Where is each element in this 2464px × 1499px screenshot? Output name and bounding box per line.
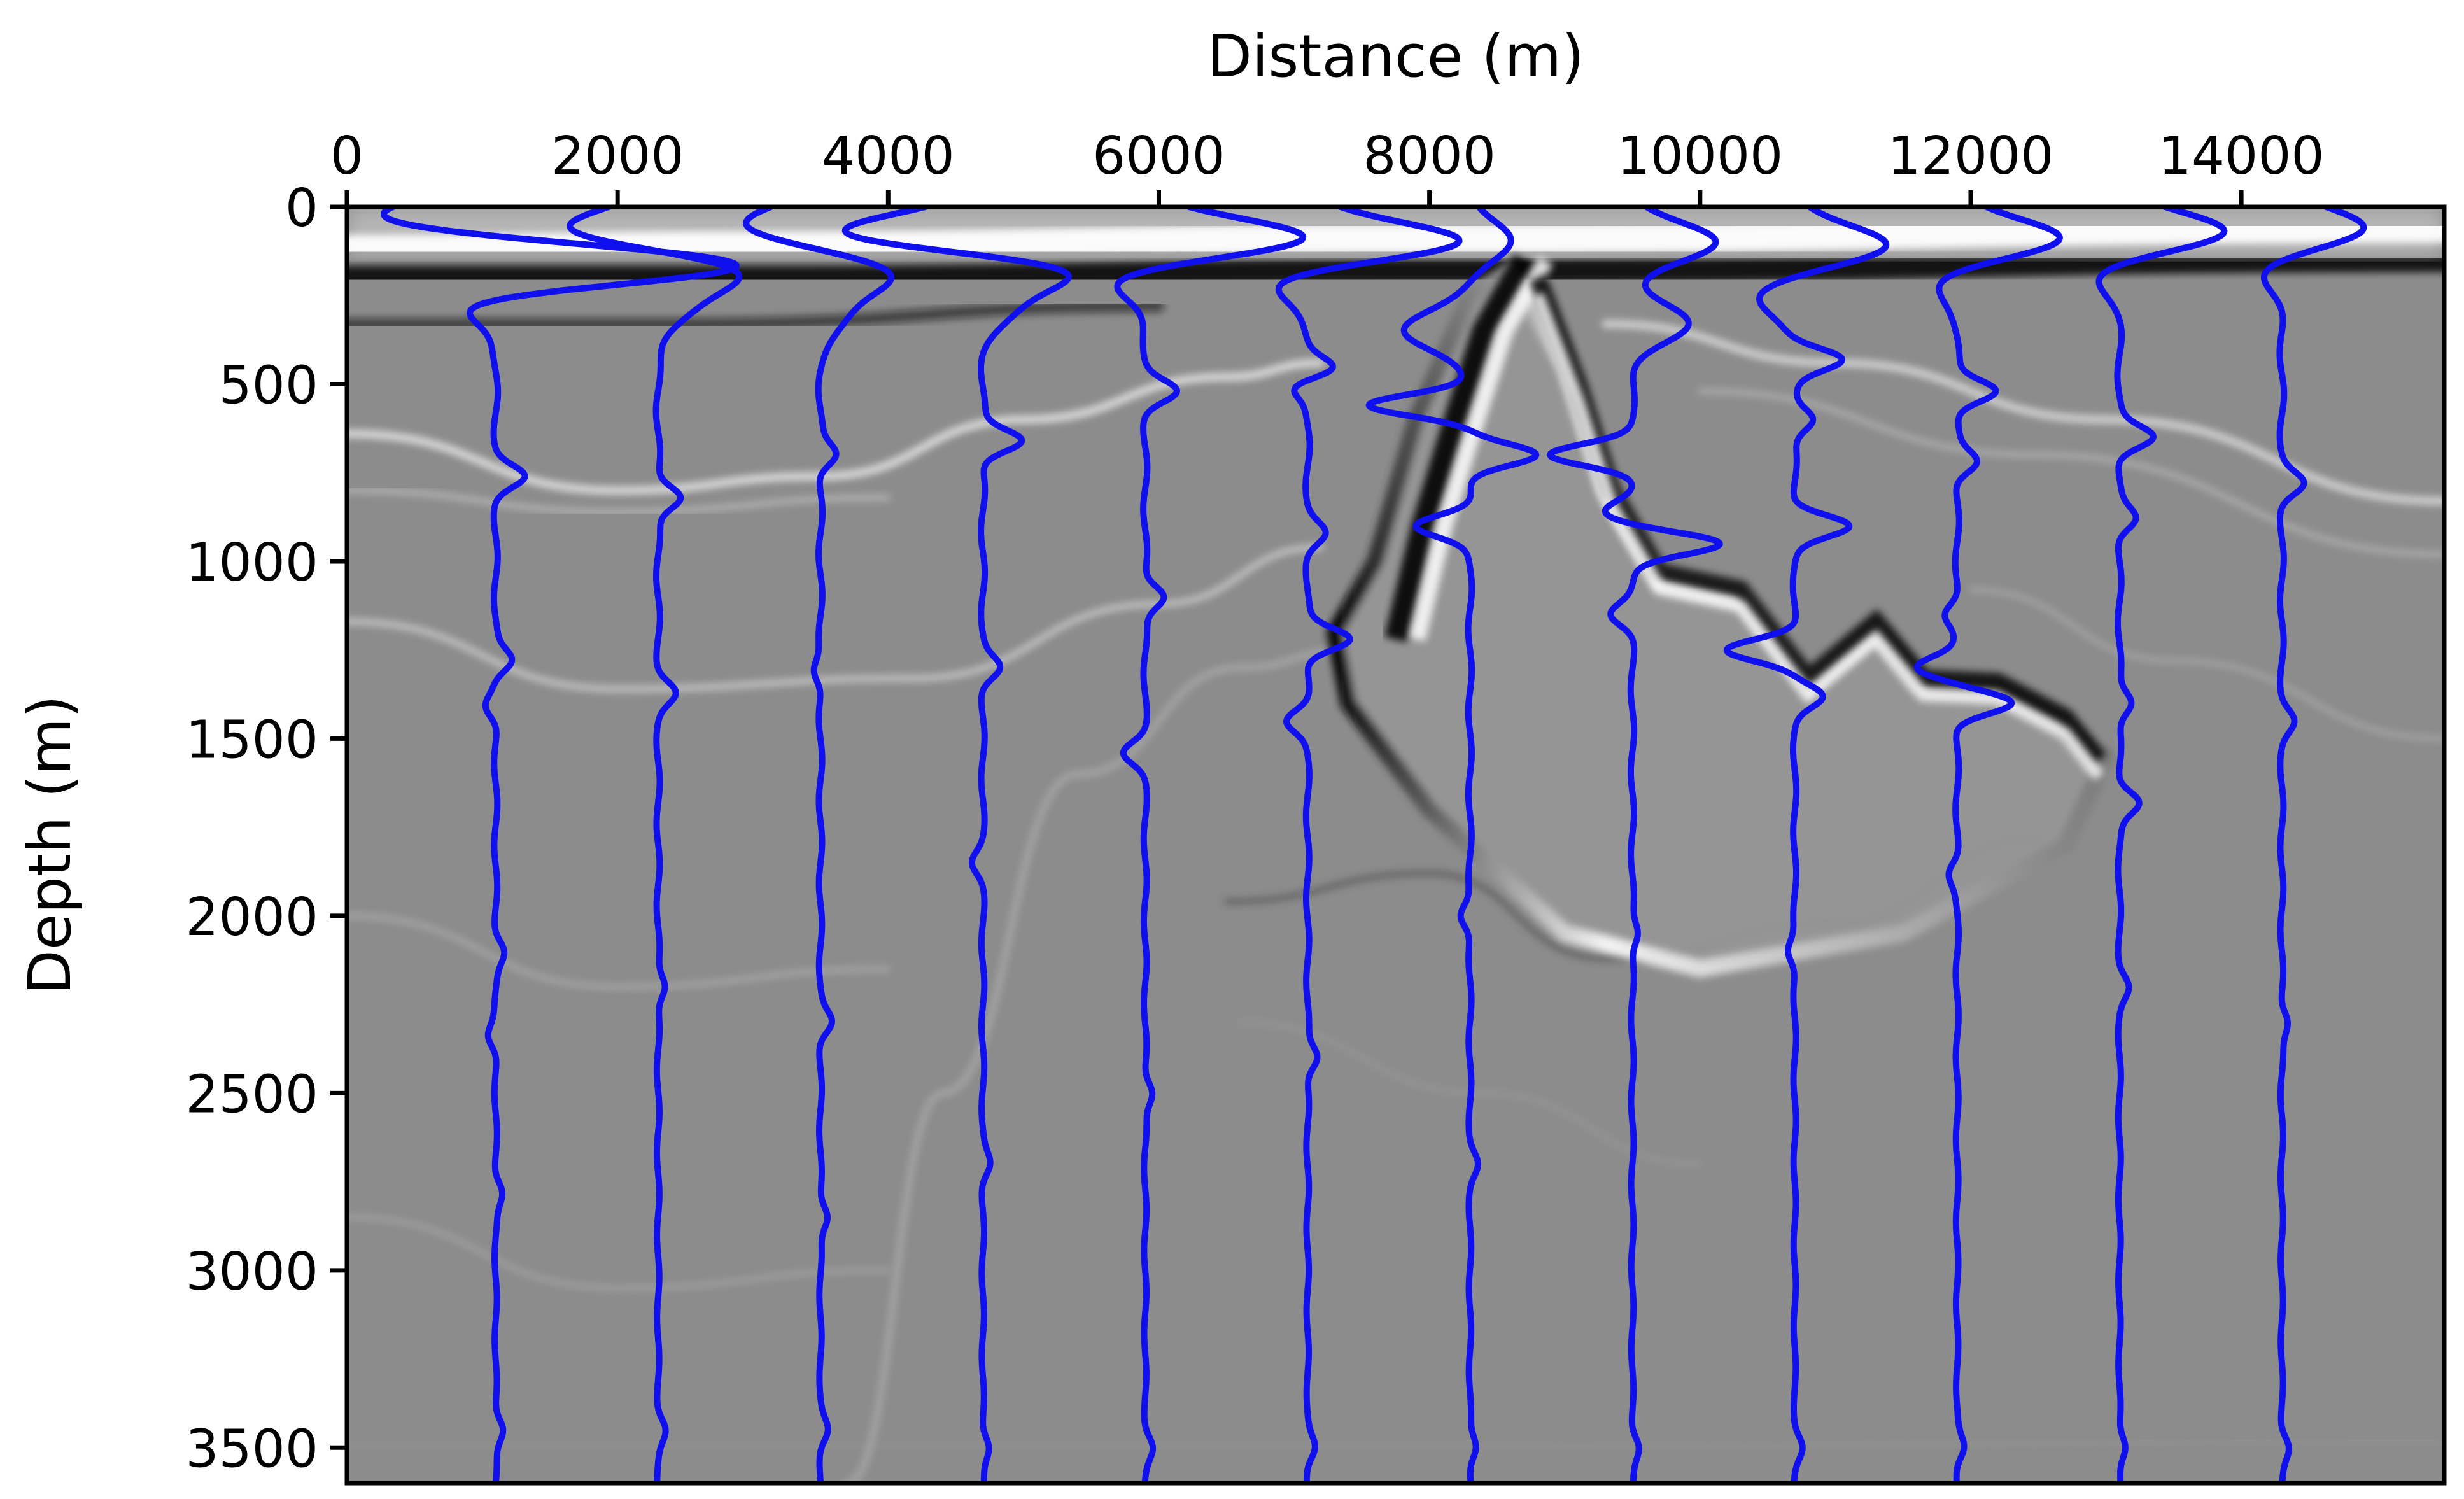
y-tick-label: 2500 xyxy=(185,1064,318,1125)
reflector xyxy=(844,647,1352,1483)
reflector xyxy=(347,248,2444,290)
y-tick-label: 1000 xyxy=(185,533,318,593)
y-tick-label: 2000 xyxy=(185,887,318,948)
y-tick-label: 3500 xyxy=(185,1419,318,1479)
salt-flank-left-bright xyxy=(1409,256,1553,642)
reflector xyxy=(347,488,891,515)
y-axis-title: Depth (m) xyxy=(16,695,84,995)
x-tick-label: 4000 xyxy=(822,126,955,186)
y-tick-label: 0 xyxy=(285,178,318,239)
y-tick-label: 500 xyxy=(218,355,318,416)
seismic-image xyxy=(347,207,2444,1483)
reflector xyxy=(347,359,1325,495)
x-tick-label: 6000 xyxy=(1092,126,1225,186)
reflector xyxy=(1969,588,2444,741)
trace-line xyxy=(1913,207,2063,1483)
y-tick-label: 1500 xyxy=(185,710,318,770)
reflector xyxy=(347,913,891,989)
y-tick-label: 3000 xyxy=(185,1242,318,1302)
trace-line xyxy=(2260,207,2367,1483)
x-tick-label: 8000 xyxy=(1363,126,1496,186)
reflector xyxy=(1698,389,2444,557)
trace-line xyxy=(743,207,895,1483)
y-axis: 0 500 1000 1500 2000 2500 3000 3500 xyxy=(185,178,347,1479)
trace-line xyxy=(1547,207,1723,1483)
x-axis: 0 2000 4000 6000 8000 10000 12000 14000 xyxy=(330,126,2325,207)
trace-line xyxy=(2095,207,2228,1483)
salt-flank-left xyxy=(1384,254,1535,642)
water-bottom xyxy=(347,207,2444,257)
x-tick-label: 2000 xyxy=(551,126,684,186)
trace-line xyxy=(1723,207,1890,1483)
trace-group xyxy=(380,207,2367,1483)
trace-line xyxy=(841,207,1072,1483)
reflector xyxy=(347,1215,891,1290)
trace-line xyxy=(567,207,743,1483)
trace-line xyxy=(380,207,740,1483)
plot-frame xyxy=(344,204,2447,1486)
trace-line xyxy=(1275,207,1463,1483)
x-tick-label: 10000 xyxy=(1617,126,1783,186)
reflector xyxy=(1238,1020,1702,1166)
x-tick-label: 14000 xyxy=(2158,126,2325,186)
trace-line xyxy=(1365,207,1540,1483)
x-tick-label: 0 xyxy=(330,126,363,186)
reflector xyxy=(347,1439,2444,1450)
x-axis-title: Distance (m) xyxy=(1207,22,1584,90)
x-tick-label: 12000 xyxy=(1888,126,2054,186)
trace-line xyxy=(1114,207,1307,1483)
